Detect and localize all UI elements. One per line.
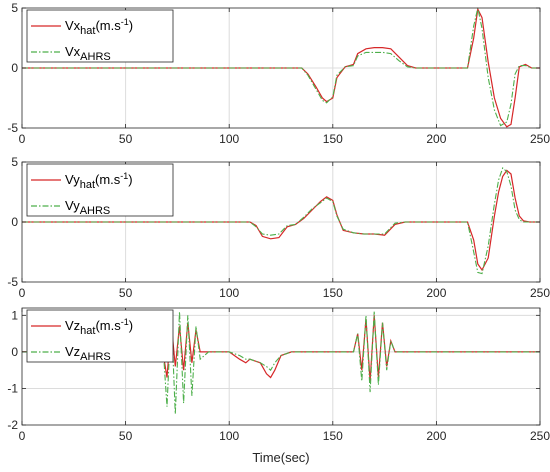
y-tick-label: 5	[11, 155, 18, 169]
x-tick-label: 100	[219, 286, 239, 300]
y-tick-label: 1	[11, 308, 18, 322]
x-tick-label: 250	[530, 286, 550, 300]
axes-frame	[21, 307, 541, 426]
subplot-3: 0 50 100 150 200 250 -2 -1 0 1 Vzhat(m.s-1) VzAHRS T…	[7, 307, 550, 465]
series-line-vy-ahrs	[22, 167, 540, 275]
legend: Vyhat(m.s-1) VyAHRS	[26, 163, 174, 217]
x-tick-label: 150	[323, 286, 343, 300]
legend-label: Vyhat(m.s-1)	[65, 171, 133, 191]
x-tick-label: 50	[119, 429, 133, 443]
y-tick-label: -5	[7, 121, 18, 135]
x-tick-label: 0	[19, 132, 26, 146]
x-tick-label: 100	[219, 132, 239, 146]
series-line-vz-ahrs	[22, 311, 540, 415]
x-tick-label: 250	[530, 132, 550, 146]
x-tick-label: 50	[119, 286, 133, 300]
legend: Vzhat(m.s-1) VzAHRS	[26, 309, 174, 363]
series-line-vx-ahrs	[22, 7, 540, 127]
x-tick-label: 0	[19, 286, 26, 300]
y-tick-label: -1	[7, 381, 18, 395]
x-tick-label: 200	[426, 132, 446, 146]
x-tick-label: 50	[119, 132, 133, 146]
x-axis-label: Time(sec)	[252, 450, 309, 465]
legend-label: Vzhat(m.s-1)	[65, 317, 133, 337]
y-tick-label: -5	[7, 275, 18, 289]
x-tick-label: 0	[19, 429, 26, 443]
y-tick-label: 0	[11, 345, 18, 359]
legend-label: Vxhat(m.s-1)	[65, 17, 133, 37]
x-tick-label: 150	[323, 132, 343, 146]
y-tick-label: -2	[7, 418, 18, 432]
legend-box	[26, 163, 174, 217]
legend-box	[26, 309, 174, 363]
x-tick-label: 200	[426, 429, 446, 443]
x-tick-label: 200	[426, 286, 446, 300]
legend-label: VyAHRS	[65, 198, 110, 217]
y-tick-label: 5	[11, 1, 18, 15]
legend: Vxhat(m.s-1) VxAHRS	[26, 9, 174, 63]
legend-label: VzAHRS	[65, 344, 111, 363]
legend-label: VxAHRS	[65, 44, 111, 63]
x-tick-label: 250	[530, 429, 550, 443]
x-tick-label: 100	[219, 429, 239, 443]
y-tick-label: 0	[11, 215, 18, 229]
x-tick-label: 150	[323, 429, 343, 443]
legend-box	[26, 9, 174, 63]
y-tick-label: 0	[11, 61, 18, 75]
